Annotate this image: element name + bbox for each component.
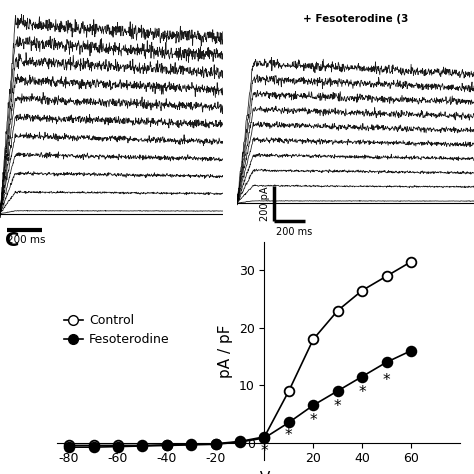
Text: 200 pA: 200 pA bbox=[260, 186, 270, 221]
Text: *: * bbox=[261, 444, 268, 459]
Text: 200 ms: 200 ms bbox=[7, 235, 45, 245]
Text: *: * bbox=[310, 413, 317, 428]
Text: *: * bbox=[358, 384, 366, 400]
Text: *: * bbox=[334, 400, 341, 414]
Y-axis label: pA / pF: pA / pF bbox=[219, 324, 233, 377]
Text: 200 ms: 200 ms bbox=[276, 227, 312, 237]
Legend: Control, Fesoterodine: Control, Fesoterodine bbox=[59, 309, 175, 351]
X-axis label: mV: mV bbox=[246, 471, 271, 474]
Text: + Fesoterodine (3: + Fesoterodine (3 bbox=[303, 14, 409, 24]
Text: *: * bbox=[383, 373, 390, 388]
Text: C: C bbox=[5, 231, 19, 250]
Text: *: * bbox=[285, 428, 292, 443]
